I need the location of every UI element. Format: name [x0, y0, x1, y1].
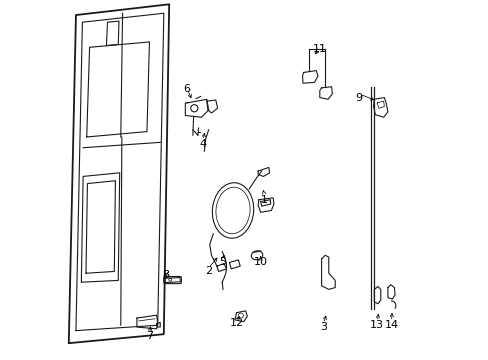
Text: 1: 1 [260, 195, 267, 205]
Text: 12: 12 [230, 319, 244, 328]
Text: 6: 6 [183, 84, 190, 94]
Text: 7: 7 [145, 331, 153, 341]
Text: 13: 13 [369, 320, 384, 330]
Text: 14: 14 [384, 320, 398, 330]
Text: 4: 4 [199, 139, 206, 149]
Text: 2: 2 [204, 266, 212, 276]
Text: 11: 11 [312, 44, 326, 54]
Text: 3: 3 [319, 322, 326, 332]
Text: 10: 10 [253, 257, 267, 267]
Text: 5: 5 [219, 257, 226, 267]
Text: 9: 9 [355, 93, 362, 103]
Text: 8: 8 [162, 270, 169, 280]
FancyBboxPatch shape [163, 276, 181, 284]
